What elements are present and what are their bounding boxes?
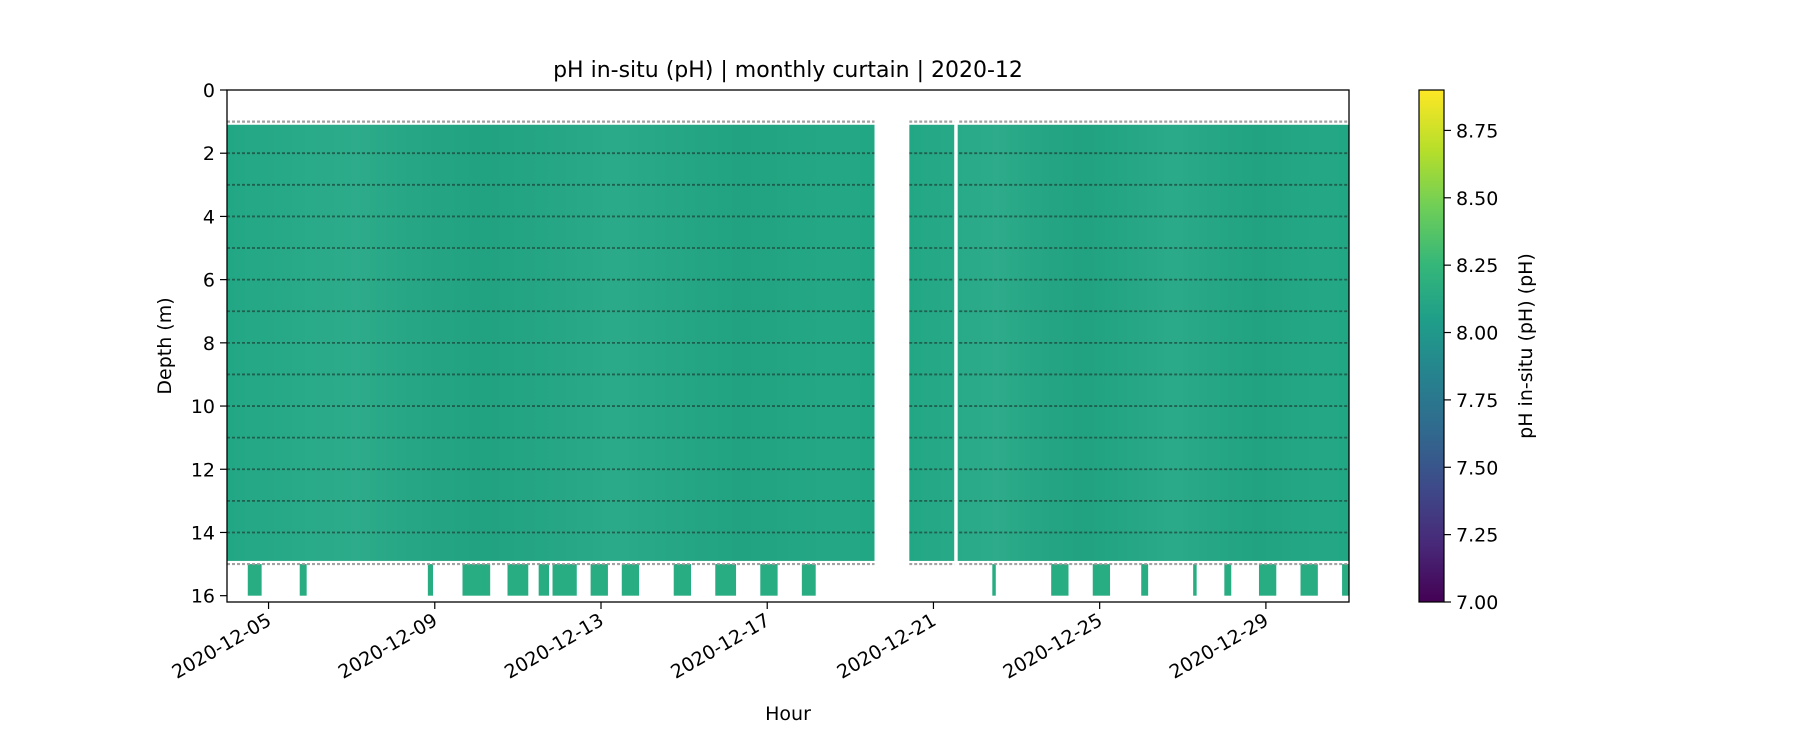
- deep-bin-14: [1051, 564, 1069, 596]
- deep-bin-21: [1342, 564, 1349, 596]
- deep-bin-0: [247, 564, 262, 596]
- deep-bin-16: [1141, 564, 1149, 596]
- x-axis-label: Hour: [765, 703, 811, 725]
- colorbar: 7.00 7.25 7.50 7.75 8.00 8.25 8.50 8.75 pH in-s…: [1418, 89, 1537, 614]
- x-tick-label-5: 2020-12-25: [1000, 609, 1107, 683]
- y-tick-label-3: 6: [203, 270, 215, 292]
- x-tick-label-0: 2020-12-05: [168, 609, 275, 683]
- y-tick-label-7: 14: [191, 522, 215, 544]
- deep-bin-4: [507, 564, 529, 596]
- deep-bin-18: [1224, 564, 1232, 596]
- colorbar-tick-label-7: 8.75: [1456, 120, 1498, 142]
- colorbar-tick-label-1: 7.25: [1456, 525, 1498, 547]
- y-axis-label: Depth (m): [154, 297, 176, 394]
- colorbar-tick-label-2: 7.50: [1456, 457, 1498, 479]
- y-tick-label-1: 2: [203, 143, 215, 165]
- y-tick-label-0: 0: [203, 80, 215, 102]
- deep-bin-8: [621, 564, 640, 596]
- y-tick-label-8: 16: [191, 586, 215, 608]
- y-tick-label-6: 12: [191, 459, 215, 481]
- plot-frame: [226, 89, 1350, 603]
- plot-area: [227, 120, 1349, 602]
- colorbar-tick-label-3: 7.75: [1456, 390, 1498, 412]
- x-axis: 2020-12-05 2020-12-09 2020-12-13 2020-12-17…: [168, 602, 1272, 684]
- x-tick-label-6: 2020-12-29: [1166, 609, 1273, 683]
- chart-title: pH in-situ (pH) | monthly curtain | 2020…: [553, 58, 1023, 83]
- colorbar-gradient: [1418, 89, 1445, 603]
- deep-bin-7: [590, 564, 608, 596]
- deep-bin-1: [299, 564, 307, 596]
- deep-bin-10: [715, 564, 737, 596]
- x-tick-label-4: 2020-12-21: [833, 609, 940, 683]
- y-tick-label-5: 10: [191, 396, 215, 418]
- deep-bin-11: [760, 564, 778, 596]
- deep-bin-2: [427, 564, 434, 596]
- x-tick-label-3: 2020-12-17: [667, 609, 774, 683]
- colorbar-ticks: 7.00 7.25 7.50 7.75 8.00 8.25 8.50 8.75: [1444, 120, 1498, 614]
- colorbar-label: pH in-situ (pH) (pH): [1515, 253, 1537, 439]
- y-axis: 0 2 4 6 8 10 12 14 16: [191, 80, 227, 608]
- data-gap-0: [874, 120, 910, 602]
- deep-bin-13: [992, 564, 996, 596]
- deep-bin-17: [1193, 564, 1197, 596]
- deep-bin-9: [673, 564, 692, 596]
- y-tick-label-2: 4: [203, 206, 215, 228]
- colorbar-tick-label-4: 8.00: [1456, 323, 1498, 345]
- colorbar-tick-label-6: 8.50: [1456, 188, 1498, 210]
- x-tick-label-2: 2020-12-13: [501, 609, 608, 683]
- colorbar-tick-label-5: 8.25: [1456, 255, 1498, 277]
- deep-bin-5: [538, 564, 550, 596]
- colorbar-tick-label-0: 7.00: [1456, 592, 1498, 614]
- data-gap-1: [954, 120, 958, 602]
- deep-bin-15: [1092, 564, 1111, 596]
- deep-bin-20: [1300, 564, 1318, 596]
- deep-bin-6: [552, 564, 577, 596]
- deep-bin-12: [801, 564, 816, 596]
- x-tick-label-1: 2020-12-09: [335, 609, 442, 683]
- y-tick-label-4: 8: [203, 333, 215, 355]
- deep-bin-19: [1258, 564, 1277, 596]
- deep-bin-3: [462, 564, 491, 596]
